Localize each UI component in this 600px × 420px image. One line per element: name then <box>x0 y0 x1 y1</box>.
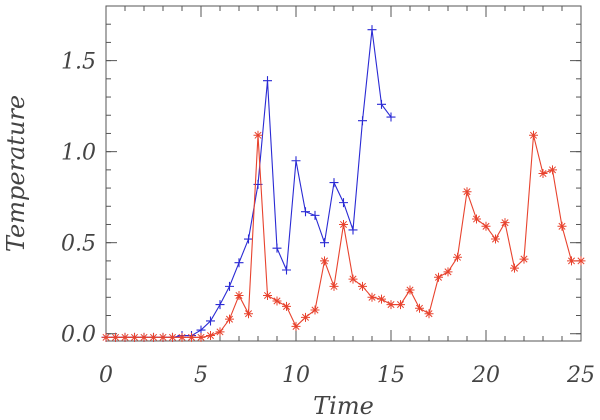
data-point-asterisk <box>510 263 519 273</box>
data-point-asterisk <box>567 256 576 266</box>
data-point-plus <box>329 178 339 188</box>
series-1-line <box>106 29 392 338</box>
data-point-plus <box>367 25 377 35</box>
data-point-asterisk <box>130 332 139 342</box>
y-tick-label: 1.5 <box>61 50 96 75</box>
data-point-asterisk <box>149 332 158 342</box>
data-point-plus <box>234 258 244 268</box>
data-point-asterisk <box>377 294 386 304</box>
y-tick-label: 1.0 <box>61 141 96 166</box>
data-point-asterisk <box>291 321 301 331</box>
data-point-asterisk <box>500 218 510 228</box>
data-point-plus <box>282 265 291 275</box>
series-1 <box>101 25 396 342</box>
data-point-asterisk <box>168 332 177 342</box>
data-point-plus <box>377 99 386 109</box>
data-point-asterisk <box>244 309 253 319</box>
data-point-asterisk <box>386 300 396 310</box>
data-point-asterisk <box>272 296 282 306</box>
data-point-asterisk <box>139 332 149 342</box>
data-point-asterisk <box>529 130 538 140</box>
x-tick-label: 15 <box>377 363 405 388</box>
x-tick-label: 5 <box>194 363 208 388</box>
data-point-asterisk <box>491 234 500 244</box>
data-point-asterisk <box>101 332 111 342</box>
data-point-asterisk <box>301 312 310 322</box>
data-point-asterisk <box>557 221 567 231</box>
data-point-asterisk <box>424 309 434 319</box>
data-point-asterisk <box>215 327 225 337</box>
series-layer <box>101 25 586 342</box>
data-point-asterisk <box>263 290 272 300</box>
x-tick-label: 25 <box>566 363 595 388</box>
data-point-asterisk <box>405 285 415 295</box>
data-point-plus <box>348 225 358 235</box>
data-point-asterisk <box>282 301 291 311</box>
labels-layer: Time Temperature <box>2 95 374 420</box>
data-point-asterisk <box>111 332 120 342</box>
data-point-asterisk <box>206 331 215 341</box>
y-tick-label: 0.5 <box>61 232 96 257</box>
data-point-asterisk <box>472 214 481 224</box>
y-tick-label: 0.0 <box>61 323 96 348</box>
data-point-asterisk <box>310 305 320 315</box>
data-point-asterisk <box>196 332 206 342</box>
x-axis-title: Time <box>313 392 374 420</box>
data-point-asterisk <box>234 290 244 300</box>
axes: 0 5 10 15 20 25 0.0 0.5 1.0 1.5 <box>61 5 595 388</box>
data-point-asterisk <box>576 256 586 266</box>
data-point-asterisk <box>158 332 168 342</box>
data-point-plus <box>215 300 225 310</box>
data-point-asterisk <box>253 130 263 140</box>
data-point-plus <box>272 243 282 253</box>
data-point-asterisk <box>415 303 424 313</box>
data-point-asterisk <box>120 332 130 342</box>
data-point-asterisk <box>329 281 339 291</box>
data-point-asterisk <box>481 221 491 231</box>
series-2-line <box>106 135 581 338</box>
data-point-plus <box>301 207 310 217</box>
data-point-asterisk <box>519 254 529 264</box>
x-tick-label: 0 <box>99 363 113 388</box>
data-point-asterisk <box>348 274 358 284</box>
data-point-plus <box>386 112 396 122</box>
data-point-plus <box>263 76 272 86</box>
data-point-asterisk <box>187 332 196 342</box>
data-point-plus <box>320 238 329 248</box>
data-point-plus <box>225 281 234 291</box>
data-point-asterisk <box>177 332 187 342</box>
x-tick-label: 20 <box>471 363 500 388</box>
x-tick-label: 10 <box>282 363 310 388</box>
data-point-asterisk <box>396 300 405 310</box>
data-point-asterisk <box>462 187 472 197</box>
data-point-asterisk <box>225 314 234 324</box>
data-point-plus <box>339 198 348 208</box>
data-point-asterisk <box>548 165 557 175</box>
plot-frame <box>105 5 582 342</box>
data-point-asterisk <box>339 219 348 229</box>
data-point-plus <box>206 316 215 326</box>
data-point-plus <box>291 156 301 166</box>
series-2 <box>101 130 586 342</box>
data-point-plus <box>310 210 320 220</box>
y-axis-title: Temperature <box>2 95 30 252</box>
data-point-asterisk <box>358 281 367 291</box>
data-point-asterisk <box>453 252 462 262</box>
data-point-asterisk <box>320 256 329 266</box>
data-point-plus <box>244 234 253 244</box>
data-point-asterisk <box>367 292 377 302</box>
data-point-plus <box>358 116 367 126</box>
data-point-asterisk <box>434 272 443 282</box>
data-point-asterisk <box>538 169 548 178</box>
data-point-asterisk <box>443 267 453 277</box>
